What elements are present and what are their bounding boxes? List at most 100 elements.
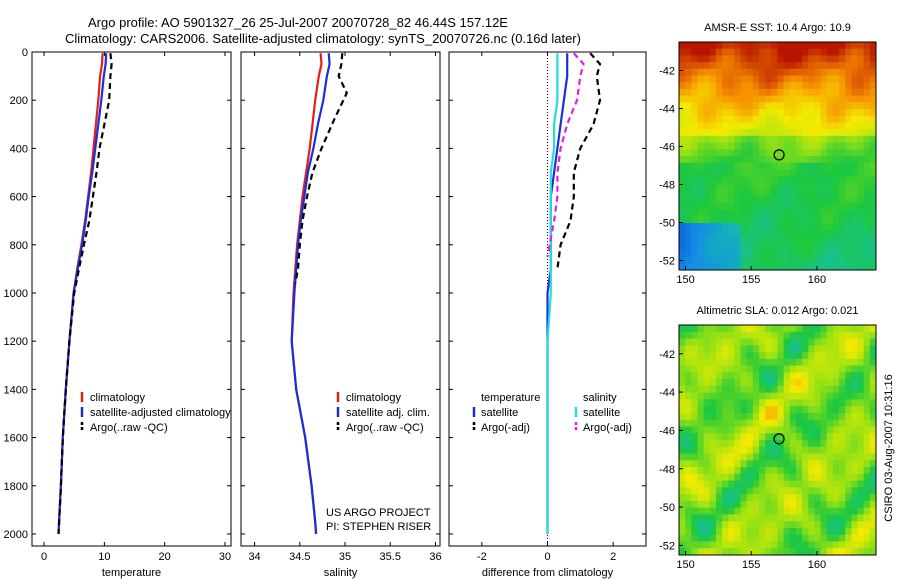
map-cell	[709, 331, 717, 339]
map-cell	[783, 521, 791, 529]
map-cell	[857, 500, 865, 509]
map-cell	[697, 216, 705, 224]
map-cell	[845, 325, 852, 333]
map-cell	[783, 162, 791, 170]
map-cell	[863, 379, 871, 387]
map-cell	[851, 379, 858, 387]
map-cell	[715, 358, 723, 366]
map-cell	[752, 446, 760, 454]
map-cell	[728, 42, 735, 50]
map-cell	[845, 229, 852, 237]
map-cell	[845, 392, 852, 400]
map-cell	[783, 129, 791, 137]
map-cell	[814, 82, 821, 90]
map-cell	[771, 109, 778, 117]
map-cell	[814, 385, 821, 394]
map-cell	[709, 399, 717, 407]
map-cell	[771, 102, 778, 110]
map-cell	[777, 162, 785, 170]
map-cell	[845, 169, 852, 177]
map-cell	[789, 88, 797, 97]
map-cell	[814, 129, 821, 137]
map-cell	[685, 55, 692, 63]
map-cell	[851, 338, 858, 346]
map-cell	[863, 325, 871, 333]
map-cell	[722, 135, 729, 143]
map-cell	[691, 82, 698, 90]
map-cell	[795, 440, 803, 448]
map-cell	[814, 446, 821, 454]
x-tick-label: 0	[544, 551, 550, 563]
map-cell	[759, 433, 766, 441]
map-cell	[703, 129, 711, 137]
map-cell	[679, 494, 686, 502]
map-cell	[685, 440, 692, 448]
map-cell	[771, 338, 778, 346]
map-cell	[802, 256, 809, 264]
map-cell	[697, 102, 705, 110]
map-cell	[795, 419, 803, 427]
map-cell	[685, 182, 692, 190]
map-cell	[869, 55, 877, 63]
map-cell	[734, 236, 741, 244]
map-cell	[795, 196, 803, 204]
map-cell	[703, 460, 711, 468]
map-cell	[752, 453, 760, 461]
map-cell	[703, 365, 711, 373]
map-cell	[771, 82, 778, 90]
map-cell	[820, 229, 828, 237]
map-cell	[857, 446, 865, 454]
map-cell	[765, 521, 772, 529]
map-cell	[715, 149, 723, 157]
map-cell	[839, 62, 846, 70]
map-cell	[752, 338, 760, 346]
map-cell	[777, 460, 785, 468]
map-cell	[783, 142, 791, 150]
map-cell	[734, 406, 741, 414]
map-cell	[869, 385, 877, 394]
map-cell	[765, 102, 772, 110]
map-cell	[679, 338, 686, 346]
map-cell	[728, 55, 735, 63]
map-cell	[709, 419, 717, 427]
map-cell	[795, 102, 803, 110]
map-cell	[863, 507, 871, 515]
map-cell	[851, 392, 858, 400]
map-cell	[814, 216, 821, 224]
map-cell	[740, 216, 748, 224]
map-cell	[771, 453, 778, 461]
map-cell	[759, 534, 766, 542]
map-cell	[808, 82, 815, 90]
map-cell	[752, 249, 760, 257]
map-cell	[783, 189, 791, 197]
map-cell	[814, 256, 821, 264]
map-cell	[777, 331, 785, 339]
map-cell	[685, 115, 692, 123]
map-cell	[857, 399, 865, 407]
map-cell	[808, 379, 815, 387]
map-cell	[839, 338, 846, 346]
map-cell	[746, 548, 754, 556]
map-cell	[814, 500, 821, 509]
map-cell	[722, 331, 729, 339]
map-cell	[697, 95, 705, 103]
map-cell	[728, 541, 735, 549]
map-cell	[703, 216, 711, 224]
map-cell	[734, 331, 741, 339]
map-cell	[752, 331, 760, 339]
map-cell	[703, 331, 711, 339]
map-cell	[734, 500, 741, 509]
map-cell	[789, 331, 797, 339]
map-cell	[839, 494, 846, 502]
map-cell	[789, 129, 797, 137]
map-cell	[851, 541, 858, 549]
map-cell	[734, 433, 741, 441]
map-cell	[851, 115, 858, 123]
map-cell	[869, 399, 877, 407]
map-cell	[740, 142, 748, 150]
map-cell	[728, 548, 735, 556]
map-cell	[808, 189, 815, 197]
map-cell	[765, 149, 772, 157]
map-cell	[709, 392, 717, 400]
map-cell	[783, 365, 791, 373]
